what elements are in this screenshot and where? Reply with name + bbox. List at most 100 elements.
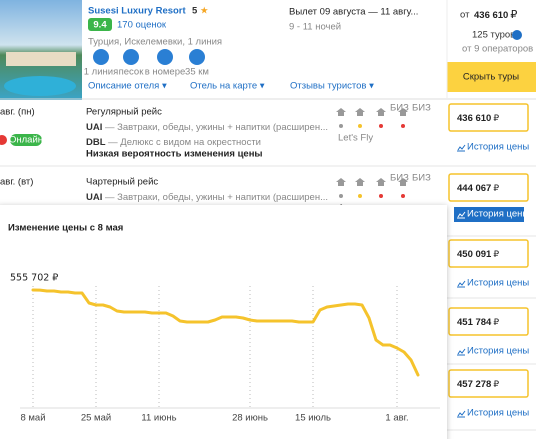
value-label: 555 702 ₽ (10, 273, 58, 284)
x-tick-label: 15 июль (295, 413, 331, 424)
meal-code: UAI (86, 192, 102, 203)
star-icon: ★ (200, 6, 209, 17)
x-tick-label: 25 май (81, 413, 111, 424)
hide-tours-button[interactable] (447, 62, 536, 92)
price-history-popup: Изменение цены с 8 мая 8 май 25 май 11 июн… (0, 205, 447, 439)
flight-dot (379, 124, 383, 128)
history-icon (457, 144, 466, 152)
price-box[interactable] (448, 239, 529, 268)
reviews[interactable]: 170 оценок (117, 20, 167, 31)
x-tick-label: 28 июнь (232, 413, 268, 424)
tour-price-currency: ₽ (493, 250, 499, 260)
flight-dot (358, 124, 362, 128)
min-price-value: 436 610 (474, 10, 508, 21)
history-link[interactable]: История цены (467, 408, 529, 419)
hotel-stars: 5 (192, 6, 198, 17)
departure: Вылет 09 августа — 11 авгу... (289, 7, 418, 18)
flight-dot (401, 124, 405, 128)
tour-price-value: 457 278 (457, 379, 491, 390)
tour-price-currency: ₽ (493, 380, 499, 390)
meal-code: UAI (86, 122, 102, 133)
rating: 9.4 (93, 20, 107, 31)
class-label: БИЗ (412, 103, 431, 114)
price-box[interactable] (448, 103, 529, 132)
meal-line: UAI — Завтраки, обеды, ужины + напитки (… (86, 192, 328, 203)
flight-dot (358, 194, 362, 198)
flight-icon (398, 108, 408, 116)
tour-price[interactable]: 450 091 ₽ (457, 249, 499, 260)
meal-text: — Завтраки, обеды, ужины + напитки (расш… (102, 192, 328, 203)
feature-label: в номере (145, 67, 186, 78)
feature-label: песок (119, 67, 145, 78)
history-icon (457, 211, 466, 219)
price-box[interactable] (448, 369, 529, 398)
meal-text: — Завтраки, обеды, ужины + напитки (расш… (102, 122, 328, 133)
flight-icon (376, 108, 386, 116)
flight-icon (336, 178, 346, 186)
history-link[interactable]: История цены (467, 346, 529, 357)
min-price-currency: ₽ (510, 8, 517, 21)
flight-icon (355, 178, 365, 186)
photo-building (6, 52, 76, 66)
x-tick-label: 1 авг. (385, 413, 408, 424)
tour-price[interactable]: 444 067 ₽ (457, 183, 499, 194)
hide-tours-label[interactable]: Скрыть туры (463, 72, 519, 83)
hotel-photo[interactable] (0, 0, 82, 100)
feature-icon (93, 49, 109, 65)
hotel-link[interactable]: Описание отеля ▾ (88, 81, 167, 92)
min-price: 436 610 ₽ (474, 8, 517, 21)
tour-price[interactable]: 451 784 ₽ (457, 317, 499, 328)
photo-pool (4, 76, 76, 96)
feature-icon (189, 49, 205, 65)
features: 1 линия песок в номере 35 км (84, 49, 209, 78)
tour-price[interactable]: 457 278 ₽ (457, 379, 499, 390)
history-link[interactable]: История цены (467, 142, 529, 153)
room-code: DBL (86, 137, 106, 148)
flight-type: Чартерный рейс (86, 177, 158, 188)
info-icon[interactable] (512, 30, 522, 40)
operator: Let's Fly (338, 133, 373, 144)
feature-label: 1 линия (84, 67, 118, 78)
history-icon (457, 410, 466, 418)
hotel-link[interactable]: Отзывы туристов ▾ (290, 81, 374, 92)
flight-dot (339, 124, 343, 128)
rating-badge (88, 18, 112, 31)
hotel-links: Описание отеля ▾ Отель на карте ▾ Отзывы т… (88, 81, 374, 92)
flight-icon (376, 178, 386, 186)
tour-price-value: 444 067 (457, 183, 491, 194)
history-link[interactable]: История цены (467, 278, 529, 289)
online-label: Онлайн (9, 135, 43, 146)
x-tick-label: 8 май (20, 413, 45, 424)
hotel-name[interactable]: Susesi Luxury Resort (88, 6, 187, 17)
tour-date: авг. (пн) (0, 107, 35, 118)
history-link[interactable]: История цены (467, 209, 529, 220)
operators: от 9 операторов (462, 44, 533, 55)
history-icon (457, 348, 466, 356)
room-line: DBL — Делюкс с видом на окрестности (86, 137, 261, 148)
history-button-active[interactable] (454, 207, 524, 222)
class-label: БИЗ (390, 103, 409, 114)
flight-dot (339, 194, 343, 198)
feature-label: 35 км (185, 67, 209, 78)
price-box[interactable] (448, 173, 529, 202)
flight-type: Регулярный рейс (86, 107, 162, 118)
tour-rows: авг. (пн) Онлайн Регулярный рейс UAI — Завт… (0, 103, 536, 431)
tour-price-value: 450 091 (457, 249, 492, 260)
status-dot (0, 135, 7, 145)
price-note: Низкая вероятность изменения цены (86, 149, 263, 160)
class-label: БИЗ (412, 173, 431, 184)
feature-icon (157, 49, 173, 65)
flight-icon (355, 108, 365, 116)
tour-price[interactable]: 436 610 ₽ (457, 113, 499, 124)
tour-price-value: 451 784 (457, 317, 492, 328)
tours-count: 125 туров (472, 30, 515, 41)
price-box[interactable] (448, 307, 529, 336)
class-label: БИЗ (390, 173, 409, 184)
chart-title: Изменение цены с 8 мая (8, 223, 123, 234)
hotel-link[interactable]: Отель на карте ▾ (190, 81, 265, 92)
tour-price-value: 436 610 (457, 113, 491, 124)
price-prefix: от (460, 10, 470, 21)
tour-price-currency: ₽ (493, 318, 499, 328)
flight-icon (398, 178, 408, 186)
